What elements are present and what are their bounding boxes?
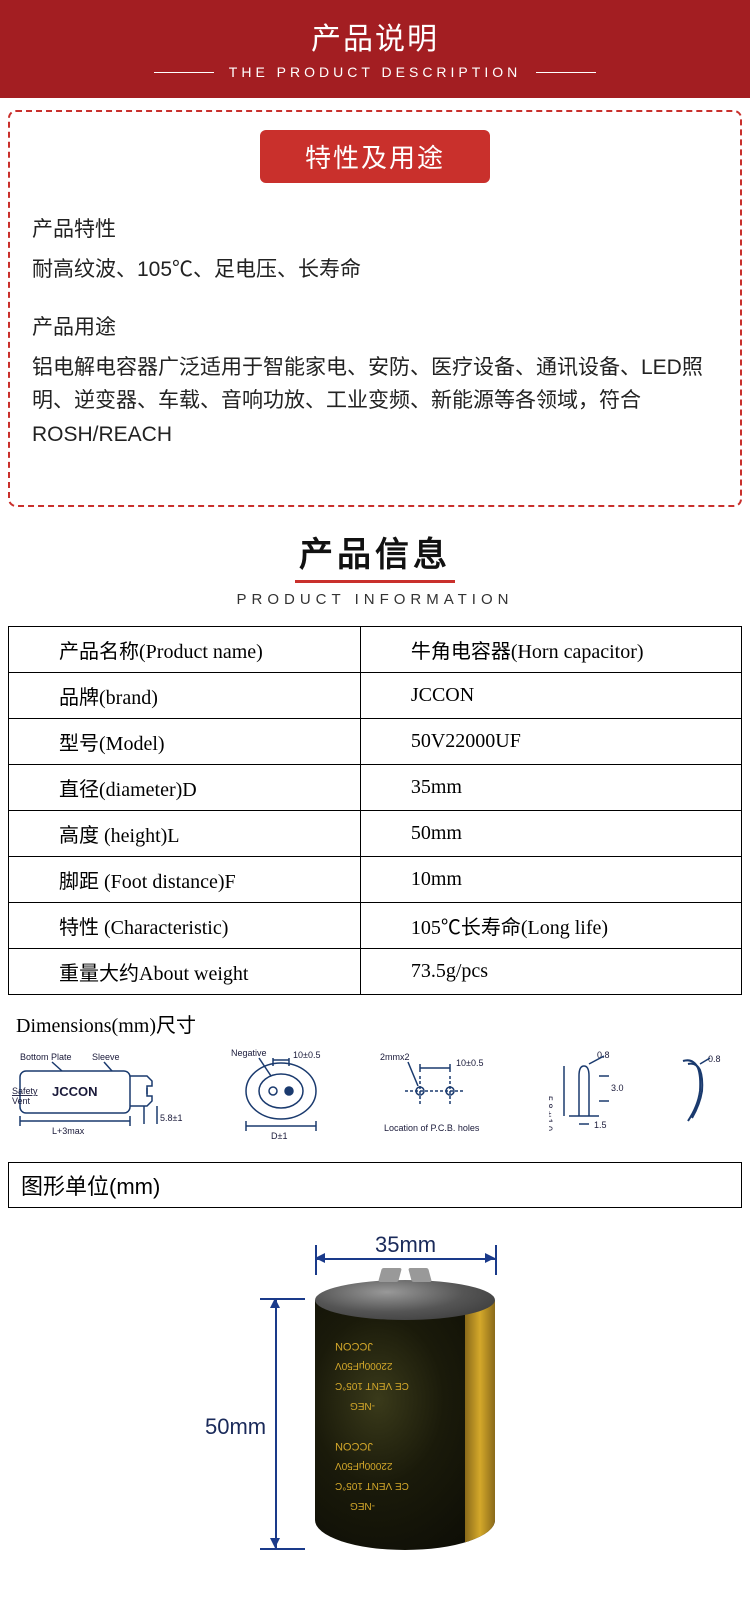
svg-text:5.8±1.0: 5.8±1.0 (549, 1096, 554, 1131)
svg-text:Vent: Vent (12, 1096, 31, 1106)
header-title-cn: 产品说明 (0, 14, 750, 58)
cap-neg-2: -NEG (350, 1500, 375, 1511)
spec-value: 10mm (360, 857, 741, 903)
svg-text:0.8: 0.8 (708, 1054, 721, 1064)
gold-stripe (465, 1300, 495, 1550)
diagram-pin-bent: 0.8 (668, 1046, 738, 1146)
capacitor-container: 35mm 50mm JCCON 22000μF50V CE VENT 105°C… (185, 1230, 565, 1570)
table-row: 重量大约About weight73.5g/pcs (9, 949, 742, 995)
cap-neg-1: -NEG (350, 1400, 375, 1411)
svg-text:Bottom Plate: Bottom Plate (20, 1052, 72, 1062)
usage-block: 产品用途 铝电解电容器广泛适用于智能家电、安防、医疗设备、通讯设备、LED照明、… (32, 311, 718, 452)
spec-table: 产品名称(Product name)牛角电容器(Horn capacitor)品… (8, 626, 742, 995)
spec-label: 直径(diameter)D (9, 765, 361, 811)
table-row: 高度 (height)L50mm (9, 811, 742, 857)
table-row: 型号(Model)50V22000UF (9, 719, 742, 765)
diagram-row: Bottom Plate Sleeve Safety Vent JCCON L+… (8, 1046, 742, 1156)
feature-title: 产品特性 (32, 213, 718, 243)
spec-label: 重量大约About weight (9, 949, 361, 995)
diagram-side-view: Bottom Plate Sleeve Safety Vent JCCON L+… (12, 1046, 192, 1146)
usage-text: 铝电解电容器广泛适用于智能家电、安防、医疗设备、通讯设备、LED照明、逆变器、车… (32, 351, 718, 452)
svg-text:Location of P.C.B. holes: Location of P.C.B. holes (384, 1123, 480, 1133)
spec-value: 73.5g/pcs (360, 949, 741, 995)
svg-text:3.0: 3.0 (611, 1083, 624, 1093)
dim-arrow-left (315, 1253, 325, 1263)
diagram-pin-straight: 0.8 5.8±1.0 3.0 1.5 (549, 1046, 629, 1146)
svg-text:D±1: D±1 (271, 1131, 287, 1141)
svg-text:10±0.5: 10±0.5 (293, 1050, 320, 1060)
spec-value: 50V22000UF (360, 719, 741, 765)
dim-height-top (260, 1298, 305, 1300)
svg-text:1.5: 1.5 (594, 1120, 607, 1130)
svg-text:Negative: Negative (231, 1048, 267, 1058)
svg-text:L+3max: L+3max (52, 1126, 85, 1136)
dim-arrow-down (270, 1538, 280, 1548)
capacitor-pin-1 (378, 1268, 402, 1282)
table-row: 品牌(brand)JCCON (9, 673, 742, 719)
table-row: 特性 (Characteristic)105℃长寿命(Long life) (9, 903, 742, 949)
spec-value: 35mm (360, 765, 741, 811)
unit-title: 图形单位(mm) (8, 1162, 742, 1208)
dim-height-bottom (260, 1548, 305, 1550)
svg-text:10±0.5: 10±0.5 (456, 1058, 483, 1068)
diagram-pcb-holes: 2mmx2 10±0.5 Location of P.C.B. holes (380, 1046, 510, 1146)
spec-value: 105℃长寿命(Long life) (360, 903, 741, 949)
dim-width-label: 35mm (375, 1232, 436, 1258)
cap-ce-1: CE VENT 105°C (335, 1380, 409, 1391)
spec-label: 品牌(brand) (9, 673, 361, 719)
cap-brand-2: JCCON (335, 1440, 373, 1452)
capacitor-pin-2 (408, 1268, 432, 1282)
dim-arrow-right (485, 1253, 495, 1263)
info-title-en: PRODUCT INFORMATION (0, 591, 750, 608)
dim-height-label: 50mm (205, 1414, 266, 1440)
cap-spec-2: 22000μF50V (335, 1460, 392, 1471)
feature-block: 产品特性 耐高纹波、105℃、足电压、长寿命 (32, 213, 718, 287)
dim-width-right (495, 1245, 497, 1275)
svg-text:JCCON: JCCON (52, 1084, 98, 1099)
svg-text:5.8±1: 5.8±1 (160, 1113, 182, 1123)
dim-width-line (315, 1258, 495, 1260)
features-box: 特性及用途 产品特性 耐高纹波、105℃、足电压、长寿命 产品用途 铝电解电容器… (8, 110, 742, 507)
cap-spec-1: 22000μF50V (335, 1360, 392, 1371)
spec-label: 型号(Model) (9, 719, 361, 765)
dim-arrow-up (270, 1298, 280, 1308)
table-row: 脚距 (Foot distance)F10mm (9, 857, 742, 903)
info-title-cn: 产品信息 (295, 527, 455, 583)
table-row: 直径(diameter)D35mm (9, 765, 742, 811)
svg-text:Safety: Safety (12, 1086, 38, 1096)
table-row: 产品名称(Product name)牛角电容器(Horn capacitor) (9, 627, 742, 673)
header-banner: 产品说明 THE PRODUCT DESCRIPTION (0, 0, 750, 98)
cap-brand-1: JCCON (335, 1340, 373, 1352)
features-badge: 特性及用途 (260, 130, 490, 183)
feature-text: 耐高纹波、105℃、足电压、长寿命 (32, 253, 718, 287)
diagram-top-view: Negative 10±0.5 D±1 (231, 1046, 341, 1146)
spec-value: JCCON (360, 673, 741, 719)
header-title-en: THE PRODUCT DESCRIPTION (229, 64, 521, 80)
dim-height-line (275, 1298, 277, 1548)
info-section-title: 产品信息 PRODUCT INFORMATION (0, 527, 750, 608)
capacitor-body: JCCON 22000μF50V CE VENT 105°C -NEG JCCO… (315, 1300, 495, 1550)
spec-label: 特性 (Characteristic) (9, 903, 361, 949)
spec-label: 产品名称(Product name) (9, 627, 361, 673)
spec-label: 脚距 (Foot distance)F (9, 857, 361, 903)
product-image-area: 35mm 50mm JCCON 22000μF50V CE VENT 105°C… (0, 1220, 750, 1600)
spec-value: 50mm (360, 811, 741, 857)
dimensions-section: Dimensions(mm)尺寸 Bottom Plate Sleeve Saf… (8, 1009, 742, 1156)
cap-ce-2: CE VENT 105°C (335, 1480, 409, 1491)
dimensions-title: Dimensions(mm)尺寸 (8, 1009, 742, 1038)
usage-title: 产品用途 (32, 311, 718, 341)
svg-text:Sleeve: Sleeve (92, 1052, 120, 1062)
spec-value: 牛角电容器(Horn capacitor) (360, 627, 741, 673)
svg-text:2mmx2: 2mmx2 (380, 1052, 410, 1062)
spec-label: 高度 (height)L (9, 811, 361, 857)
